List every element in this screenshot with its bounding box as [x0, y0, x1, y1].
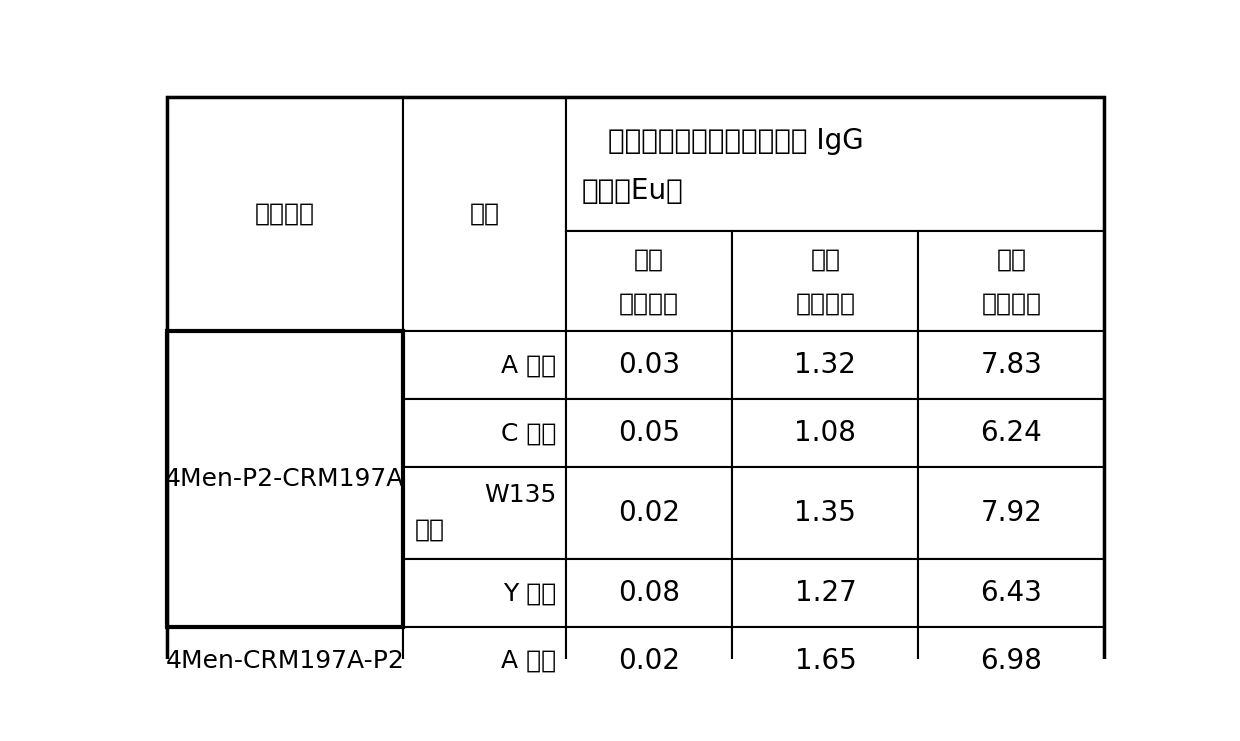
Bar [166, 399, 403, 467]
Bar [403, 559, 565, 627]
Text: 4Men-P2-CRM197A: 4Men-P2-CRM197A [165, 468, 404, 491]
Text: 6.43: 6.43 [981, 579, 1043, 608]
Bar [167, 333, 402, 626]
Bar [403, 331, 565, 399]
Bar [919, 627, 1105, 695]
Text: 二针血清: 二针血清 [795, 291, 856, 316]
Bar [733, 627, 919, 695]
Text: 1.27: 1.27 [795, 579, 857, 608]
Bar [166, 627, 403, 695]
Bar [403, 96, 565, 331]
Bar [919, 399, 1105, 467]
Text: A 多糖: A 多糖 [501, 353, 557, 377]
Text: 7.83: 7.83 [981, 351, 1043, 379]
Text: 7.92: 7.92 [981, 499, 1043, 527]
Bar [565, 96, 1105, 231]
Text: 0.08: 0.08 [618, 579, 680, 608]
Bar [565, 231, 733, 331]
Text: 1.65: 1.65 [795, 647, 857, 675]
Bar [166, 331, 403, 399]
Text: 1.35: 1.35 [795, 499, 857, 527]
Text: 0.02: 0.02 [618, 647, 680, 675]
Bar [733, 467, 919, 559]
Text: 注射: 注射 [811, 247, 841, 271]
Bar [403, 627, 565, 695]
Text: 三针血清: 三针血清 [981, 291, 1042, 316]
Text: 1.32: 1.32 [795, 351, 857, 379]
Text: 注射: 注射 [997, 247, 1027, 271]
Text: Y 多糖: Y 多糖 [503, 581, 557, 605]
Text: 一针血清: 一针血清 [619, 291, 680, 316]
Bar [919, 559, 1105, 627]
Text: 0.05: 0.05 [618, 419, 680, 447]
Bar [403, 467, 565, 559]
Bar [565, 331, 733, 399]
Bar [565, 559, 733, 627]
Bar [733, 231, 919, 331]
Bar [733, 559, 919, 627]
Text: 小鼠血清中抗流脑多糖抗体 IgG: 小鼠血清中抗流脑多糖抗体 IgG [609, 127, 864, 155]
Text: A 多糖: A 多糖 [501, 649, 557, 673]
Text: W135: W135 [484, 482, 557, 507]
Bar [733, 331, 919, 399]
Bar [565, 627, 733, 695]
Text: 1.08: 1.08 [795, 419, 857, 447]
Bar [403, 399, 565, 467]
Bar [565, 467, 733, 559]
Text: 群类: 群类 [470, 202, 500, 226]
Bar [166, 467, 403, 559]
Text: C 多糖: C 多糖 [501, 421, 557, 445]
Bar [919, 467, 1105, 559]
Bar [166, 559, 403, 627]
Bar [919, 231, 1105, 331]
Text: 滴度（Eu）: 滴度（Eu） [582, 177, 683, 205]
Text: 0.03: 0.03 [618, 351, 680, 379]
Text: 0.02: 0.02 [618, 499, 680, 527]
Bar [166, 96, 403, 331]
Bar [733, 399, 919, 467]
Text: 疫苗种类: 疫苗种类 [254, 202, 315, 226]
Text: 4Men-CRM197A-P2: 4Men-CRM197A-P2 [165, 649, 404, 673]
Text: 6.24: 6.24 [981, 419, 1043, 447]
Text: 多糖: 多糖 [414, 518, 445, 542]
Text: 6.98: 6.98 [981, 647, 1043, 675]
Text: 注射: 注射 [634, 247, 665, 271]
Bar [166, 331, 403, 627]
Bar [565, 399, 733, 467]
Bar [919, 331, 1105, 399]
